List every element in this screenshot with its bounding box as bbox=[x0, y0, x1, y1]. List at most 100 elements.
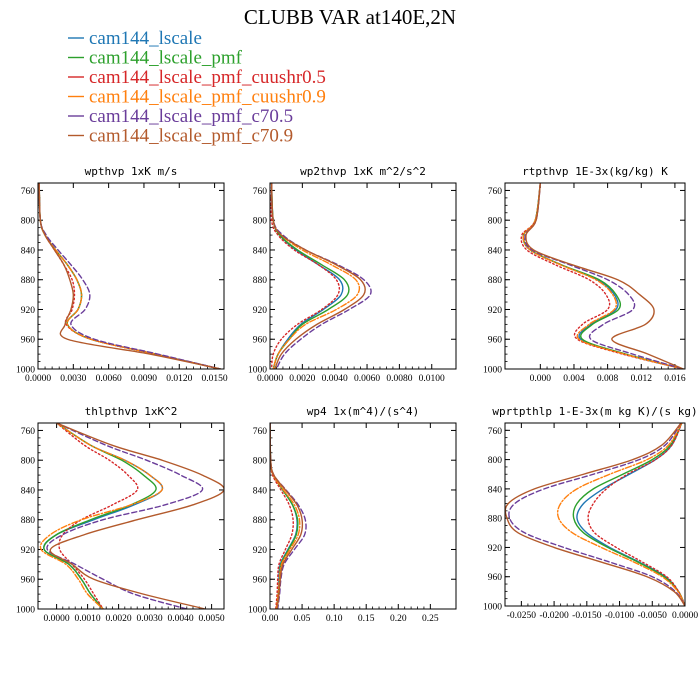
y-tick-label: 920 bbox=[253, 546, 268, 556]
x-tick-label: -0.0200 bbox=[539, 611, 569, 621]
y-tick-label: 760 bbox=[21, 187, 36, 197]
x-tick-label: 0.15 bbox=[358, 614, 375, 624]
y-tick-label: 840 bbox=[253, 246, 268, 256]
y-tick-label: 960 bbox=[21, 336, 36, 346]
x-tick-label: 0.004 bbox=[563, 374, 585, 384]
plot-frame bbox=[269, 182, 457, 370]
y-tick-label: 840 bbox=[21, 246, 36, 256]
plot-frame bbox=[37, 422, 225, 610]
x-tick-label: 0.0090 bbox=[131, 374, 157, 384]
x-tick-label: -0.0100 bbox=[605, 611, 635, 621]
chart-panel: rtpthvp 1E-3x(kg/kg) K 760 800 840 880 920 960… bbox=[483, 165, 686, 384]
series-line bbox=[587, 423, 685, 606]
x-tick-label: 0.0060 bbox=[354, 374, 380, 384]
series-group bbox=[270, 183, 372, 369]
series-line bbox=[525, 183, 685, 369]
chart-panel: thlpthvp 1xK^2 760 800 840 880 920 960 1000 0.00… bbox=[16, 405, 225, 624]
series-group bbox=[520, 183, 685, 369]
x-tick-label: 0.016 bbox=[664, 374, 686, 384]
y-tick-label: 800 bbox=[253, 217, 268, 227]
y-tick-label: 840 bbox=[488, 246, 503, 256]
legend-label: cam144_lscale bbox=[89, 28, 202, 49]
series-line bbox=[46, 423, 204, 609]
x-tick-label: 0.0040 bbox=[322, 374, 348, 384]
x-tick-label: 0.0020 bbox=[289, 374, 315, 384]
y-tick-label: 880 bbox=[21, 276, 36, 286]
x-tick-label: 0.008 bbox=[597, 374, 619, 384]
series-line bbox=[39, 423, 164, 609]
series-line bbox=[520, 183, 685, 369]
y-tick-label: 880 bbox=[488, 515, 503, 525]
plot-frame bbox=[269, 422, 457, 610]
y-tick-label: 760 bbox=[488, 187, 503, 197]
series-line bbox=[505, 423, 685, 606]
y-tick-label: 960 bbox=[488, 573, 503, 583]
series-line bbox=[38, 183, 222, 369]
x-tick-label: 0.0030 bbox=[60, 374, 86, 384]
y-tick-label: 760 bbox=[253, 187, 268, 197]
series-line bbox=[576, 423, 685, 606]
x-tick-label: -0.0050 bbox=[638, 611, 668, 621]
series-line bbox=[524, 183, 685, 369]
x-tick-label: 0.0000 bbox=[44, 614, 70, 624]
legend-item: cam144_lscale bbox=[68, 28, 202, 49]
panel-title: wprtpthlp 1-E-3x(m kg K)/(s kg) bbox=[492, 405, 697, 418]
x-tick-label: 0.0010 bbox=[75, 614, 101, 624]
series-line bbox=[522, 183, 685, 369]
series-line bbox=[508, 423, 685, 606]
series-line bbox=[270, 183, 366, 369]
y-tick-label: 920 bbox=[488, 544, 503, 554]
series-group bbox=[270, 423, 307, 609]
x-tick-label: 0.20 bbox=[390, 614, 407, 624]
panel-title: wp4 1x(m^4)/(s^4) bbox=[307, 405, 420, 418]
x-tick-label: -0.0150 bbox=[572, 611, 602, 621]
series-line bbox=[270, 183, 372, 369]
y-tick-label: 880 bbox=[21, 516, 36, 526]
x-tick-label: 0.0120 bbox=[166, 374, 192, 384]
legend-label: cam144_lscale_pmf_cuushr0.9 bbox=[89, 87, 326, 108]
panel-title: wp2thvp 1xK m^2/s^2 bbox=[300, 165, 426, 178]
series-line bbox=[270, 183, 341, 369]
series-line bbox=[38, 183, 222, 369]
plot-frame bbox=[504, 422, 686, 607]
y-tick-label: 960 bbox=[21, 576, 36, 586]
x-tick-label: 0.012 bbox=[631, 374, 653, 384]
y-tick-label: 800 bbox=[488, 456, 503, 466]
y-tick-label: 760 bbox=[253, 427, 268, 437]
legend-item: cam144_lscale_pmf_cuushr0.9 bbox=[68, 87, 326, 108]
series-line bbox=[572, 423, 685, 606]
panel-title: rtpthvp 1E-3x(kg/kg) K bbox=[522, 165, 668, 178]
x-tick-label: -0.0250 bbox=[507, 611, 537, 621]
panel-title: thlpthvp 1xK^2 bbox=[85, 405, 178, 418]
y-tick-label: 800 bbox=[253, 457, 268, 467]
y-tick-label: 1000 bbox=[483, 603, 502, 613]
y-tick-label: 1000 bbox=[248, 366, 267, 376]
series-line bbox=[38, 183, 222, 369]
y-tick-label: 920 bbox=[21, 306, 36, 316]
x-tick-label: 0.0080 bbox=[386, 374, 412, 384]
series-line bbox=[270, 423, 301, 609]
x-tick-label: 0.0150 bbox=[202, 374, 228, 384]
x-tick-label: 0.05 bbox=[294, 614, 311, 624]
series-line bbox=[270, 423, 298, 609]
y-tick-label: 1000 bbox=[16, 366, 35, 376]
series-line bbox=[522, 183, 685, 369]
x-tick-label: 0.25 bbox=[422, 614, 439, 624]
plot-frame bbox=[37, 182, 225, 370]
legend-label: cam144_lscale_pmf bbox=[89, 48, 243, 69]
y-tick-label: 800 bbox=[21, 217, 36, 227]
x-tick-label: 0.0100 bbox=[419, 374, 445, 384]
x-tick-label: 0.000 bbox=[530, 374, 552, 384]
chart-panel: wp4 1x(m^4)/(s^4)76080084088092096010000… bbox=[248, 405, 457, 624]
y-tick-label: 1000 bbox=[483, 366, 502, 376]
y-tick-label: 960 bbox=[253, 576, 268, 586]
series-line bbox=[55, 423, 139, 609]
y-tick-label: 880 bbox=[253, 516, 268, 526]
series-group bbox=[38, 183, 222, 369]
x-tick-label: 0.0030 bbox=[137, 614, 163, 624]
legend-item: cam144_lscale_pmf bbox=[68, 48, 243, 69]
series-line bbox=[270, 183, 344, 369]
x-tick-label: 0.0060 bbox=[96, 374, 122, 384]
x-tick-label: 0.0040 bbox=[168, 614, 194, 624]
x-tick-label: 0.0000 bbox=[257, 374, 283, 384]
